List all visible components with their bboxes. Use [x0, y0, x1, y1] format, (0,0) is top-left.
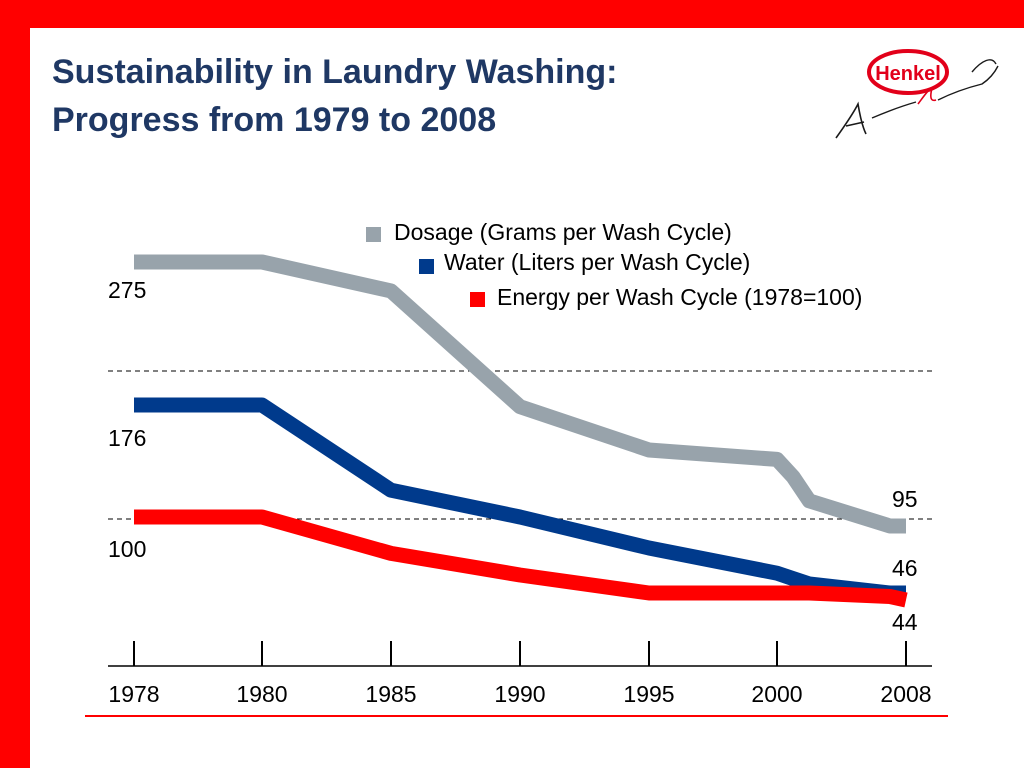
value-label-dosage-end: 95 — [892, 486, 918, 512]
x-tick-label-2008: 2008 — [880, 681, 931, 707]
value-label-water-start: 176 — [108, 425, 146, 451]
value-label-energy-start: 100 — [108, 536, 146, 562]
series-line-water — [134, 397, 906, 601]
value-label-water-end: 46 — [892, 555, 918, 581]
value-label-dosage-start: 275 — [108, 277, 146, 303]
x-tick-label-1985: 1985 — [365, 681, 416, 707]
slide-title: Sustainability in Laundry Washing: Progr… — [52, 48, 617, 144]
legend-label-dosage: Dosage (Grams per Wash Cycle) — [394, 219, 732, 245]
henkel-logo: Henkel — [835, 49, 999, 139]
left-red-bar — [0, 0, 30, 768]
series-line-dosage — [134, 254, 906, 534]
title-line-2: Progress from 1979 to 2008 — [52, 101, 497, 139]
value-label-energy-end: 44 — [892, 609, 918, 635]
top-red-bar — [0, 0, 1024, 28]
x-tick-label-1980: 1980 — [236, 681, 287, 707]
legend-swatch-energy — [470, 292, 485, 307]
brand-name: Henkel — [875, 63, 941, 85]
legend: Dosage (Grams per Wash Cycle) Water (Lit… — [366, 219, 862, 310]
legend-swatch-dosage — [366, 227, 381, 242]
x-tick-label-2000: 2000 — [751, 681, 802, 707]
series-line-energy — [134, 509, 908, 608]
x-tick-label-1990: 1990 — [494, 681, 545, 707]
title-line-1: Sustainability in Laundry Washing: — [52, 53, 618, 91]
legend-label-water: Water (Liters per Wash Cycle) — [444, 249, 750, 275]
x-tick-label-1978: 1978 — [108, 681, 159, 707]
x-tick-label-1995: 1995 — [623, 681, 674, 707]
legend-swatch-water — [419, 259, 434, 274]
legend-label-energy: Energy per Wash Cycle (1978=100) — [497, 284, 862, 310]
brand-tagline-signature — [835, 59, 999, 139]
